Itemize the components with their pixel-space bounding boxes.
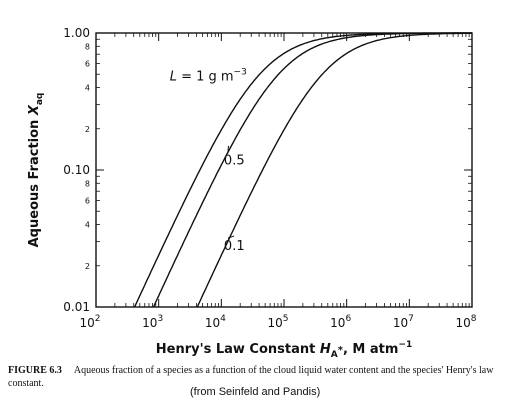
y-minor-tick-label: 2 <box>85 125 90 134</box>
series-label-leader <box>227 145 229 153</box>
y-minor-tick-label: 2 <box>85 262 90 271</box>
y-tick-label: 1.00 <box>63 26 90 40</box>
series-label: 0.1 <box>224 239 245 254</box>
caption-text: Aqueous fraction of a species as a funct… <box>8 365 494 389</box>
x-tick-label: 103 <box>142 314 163 330</box>
figure-number: FIGURE 6.3 <box>8 365 62 376</box>
x-tick-label: 102 <box>79 314 100 330</box>
y-tick-label: 0.01 <box>63 300 90 314</box>
figure-caption: FIGURE 6.3 Aqueous fraction of a species… <box>8 364 508 390</box>
y-minor-tick-label: 8 <box>85 42 90 51</box>
y-tick-label: 0.10 <box>63 163 90 177</box>
y-minor-tick-label: 6 <box>85 59 90 68</box>
y-axis-title: Aqueous Fraction Xaq <box>27 93 45 248</box>
x-tick-label: 108 <box>455 314 476 330</box>
series-line <box>196 32 473 308</box>
x-tick-label: 105 <box>267 314 288 330</box>
y-minor-tick-label: 4 <box>85 221 90 230</box>
plot-area: 102 103 104 105 106 107 108 0.01 0.10 1.00 2 4 6 8 2 4 6… <box>27 26 477 360</box>
y-minor-tick-label: 8 <box>85 179 90 188</box>
x-tick-label: 106 <box>330 314 351 330</box>
plot-frame <box>95 32 473 308</box>
x-tick-label: 104 <box>205 314 226 330</box>
series-label: L = 1 g m−3 <box>170 68 247 85</box>
series-label: 0.5 <box>224 153 245 168</box>
source-credit: (from Seinfeld and Pandis) <box>190 386 321 398</box>
y-minor-tick-label: 6 <box>85 196 90 205</box>
series-line <box>152 32 473 308</box>
x-tick-label: 107 <box>393 314 414 330</box>
series-label-leader <box>227 235 235 239</box>
y-minor-tick-label: 4 <box>85 84 90 93</box>
x-axis-title: Henry's Law Constant HA*, M atm−1 <box>156 340 413 360</box>
